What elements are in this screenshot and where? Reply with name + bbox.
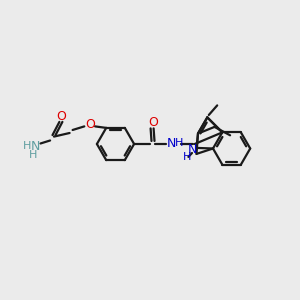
Text: N: N: [167, 137, 176, 150]
Text: N: N: [188, 143, 197, 156]
Text: H: H: [28, 151, 37, 160]
Text: O: O: [85, 118, 94, 131]
Text: H: H: [22, 141, 31, 151]
Text: N: N: [30, 140, 40, 153]
Text: H: H: [175, 138, 184, 148]
Text: H: H: [182, 152, 191, 163]
Text: O: O: [57, 110, 66, 123]
Text: O: O: [148, 116, 158, 130]
